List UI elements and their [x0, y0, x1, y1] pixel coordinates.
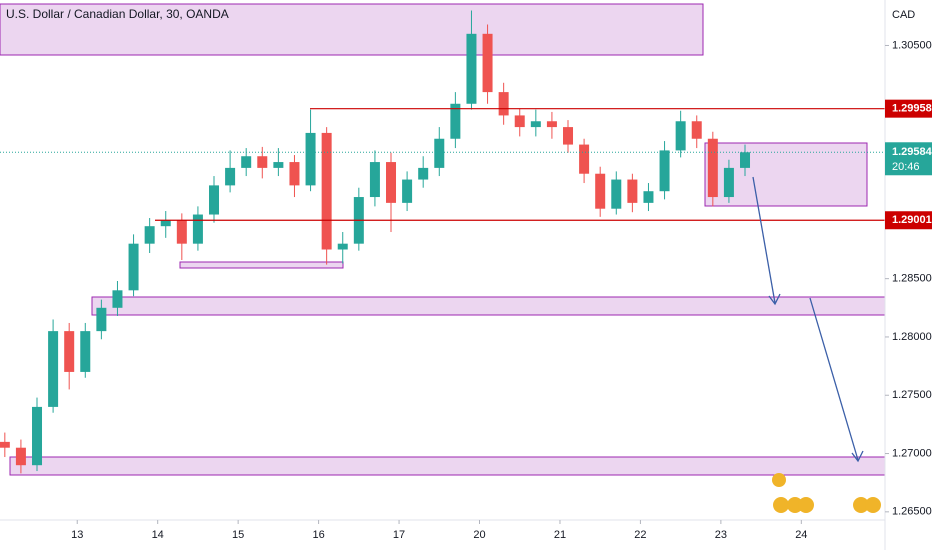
y-tick-label: 1.28500	[892, 273, 932, 285]
arrow-head	[768, 293, 781, 306]
event-icon	[773, 497, 789, 513]
x-tick-label: 21	[554, 529, 566, 541]
y-tick-label: 1.27000	[892, 447, 932, 459]
candle-body	[96, 307, 107, 332]
chart-title: U.S. Dollar / Canadian Dollar, 30, OANDA	[6, 7, 229, 21]
level-label: 1.29958	[892, 103, 932, 115]
arrows	[752, 176, 864, 463]
x-tick-label: 23	[715, 529, 727, 541]
candle-body	[627, 179, 638, 203]
event-icon	[772, 473, 786, 487]
candle-body	[579, 144, 590, 174]
axes: 13 14 15 16 17 20 21 22 23 24 1.30500 1.28500 1.2800…	[71, 39, 932, 541]
candle-body	[15, 447, 26, 466]
time-axis	[0, 520, 885, 550]
last-price-label: 1.29584	[892, 146, 932, 158]
candle-body	[402, 179, 413, 203]
candle-body	[80, 331, 91, 372]
candle-body	[530, 121, 541, 128]
candle-body	[64, 331, 75, 372]
event-icons	[772, 473, 881, 513]
event-icon	[787, 497, 803, 513]
level-label: 1.29001	[892, 214, 932, 226]
candle-body	[305, 132, 316, 186]
candle-body	[450, 103, 461, 139]
zone	[91, 296, 886, 316]
x-tick-label: 20	[473, 529, 485, 541]
candle-body	[337, 243, 348, 250]
candle-body	[386, 162, 397, 203]
y-tick-label: 1.27500	[892, 389, 932, 401]
x-tick-label: 15	[232, 529, 244, 541]
y-tick-label: 1.28000	[892, 331, 932, 343]
candle-body	[369, 162, 380, 198]
candle-body	[675, 121, 686, 151]
candle-body	[289, 162, 300, 186]
event-icon	[798, 497, 814, 513]
candle-body	[418, 167, 429, 180]
x-tick-label: 13	[71, 529, 83, 541]
candle-body	[128, 243, 139, 291]
candle-body	[144, 226, 155, 244]
arrow-head	[851, 450, 864, 463]
candle-body	[48, 331, 59, 407]
x-tick-label: 17	[393, 529, 405, 541]
candle-body	[273, 162, 284, 168]
plot	[0, 10, 885, 474]
candle-body	[257, 156, 268, 168]
candle-body	[482, 33, 493, 93]
candle-body	[740, 152, 751, 168]
zone	[179, 261, 344, 269]
countdown-label: 20:46	[892, 161, 920, 173]
candle-body	[691, 121, 702, 139]
x-tick-label: 14	[152, 529, 164, 541]
arrow	[752, 176, 776, 304]
candle-body	[466, 33, 477, 104]
x-tick-label: 22	[634, 529, 646, 541]
candle-body	[514, 115, 525, 128]
candle-body	[112, 290, 123, 308]
candle-body	[0, 441, 10, 448]
x-tick-label: 16	[312, 529, 324, 541]
last-price-box	[885, 142, 932, 176]
event-icon	[853, 497, 869, 513]
candle-body	[563, 127, 574, 145]
candle-body	[209, 185, 220, 215]
candle-body	[611, 179, 622, 209]
candle-body	[546, 121, 557, 128]
price-axis	[885, 0, 932, 550]
zones	[0, 3, 886, 476]
level-label-box	[885, 99, 932, 118]
candle-body	[225, 167, 236, 186]
candle-body	[595, 173, 606, 209]
zone	[9, 456, 886, 476]
candle-body	[321, 132, 332, 250]
candle-body	[659, 150, 670, 192]
x-tick-label: 24	[795, 529, 807, 541]
candle-body	[643, 191, 654, 203]
y-tick-label: 1.26500	[892, 506, 932, 518]
zone	[0, 3, 704, 56]
candle-body	[241, 156, 252, 168]
level-label-box	[885, 211, 932, 230]
candle-body	[176, 220, 187, 244]
candle-body	[707, 138, 718, 198]
y-tick-label: 1.30500	[892, 39, 932, 51]
arrow	[809, 297, 859, 461]
candle-body	[498, 92, 509, 116]
currency-label: CAD	[892, 9, 915, 21]
candle-body	[32, 406, 43, 466]
candle-body	[434, 138, 445, 168]
candle-body	[723, 167, 734, 198]
candle-body	[192, 214, 203, 244]
event-icon	[865, 497, 881, 513]
candle-body	[160, 220, 171, 227]
